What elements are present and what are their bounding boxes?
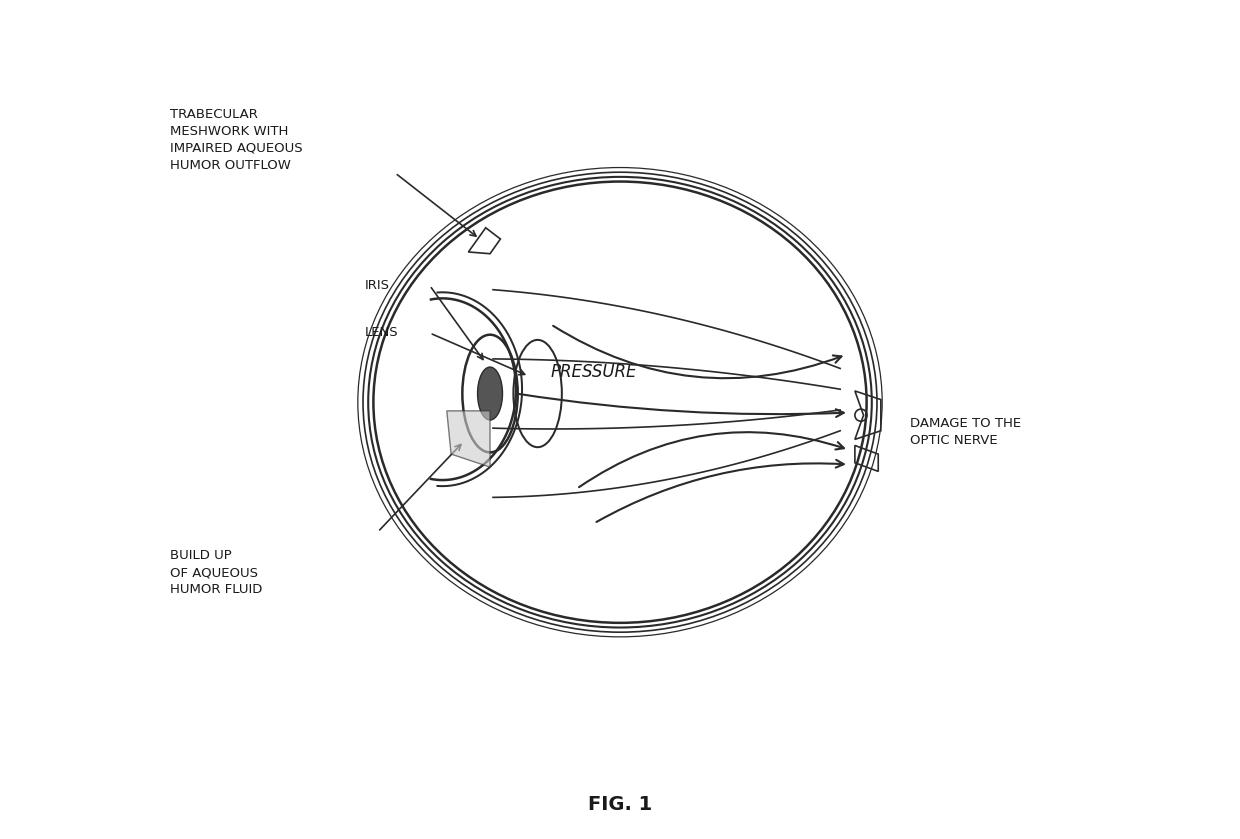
Text: PRESSURE: PRESSURE bbox=[551, 363, 637, 381]
Polygon shape bbox=[446, 411, 490, 467]
Text: FIG. 1: FIG. 1 bbox=[588, 795, 652, 814]
Text: TRABECULAR
MESHWORK WITH
IMPAIRED AQUEOUS
HUMOR OUTFLOW: TRABECULAR MESHWORK WITH IMPAIRED AQUEOU… bbox=[170, 108, 303, 172]
Text: IRIS: IRIS bbox=[365, 279, 389, 292]
Text: BUILD UP
OF AQUEOUS
HUMOR FLUID: BUILD UP OF AQUEOUS HUMOR FLUID bbox=[170, 550, 263, 597]
Text: LENS: LENS bbox=[365, 326, 398, 340]
Ellipse shape bbox=[477, 367, 502, 420]
Text: DAMAGE TO THE
OPTIC NERVE: DAMAGE TO THE OPTIC NERVE bbox=[910, 418, 1021, 447]
